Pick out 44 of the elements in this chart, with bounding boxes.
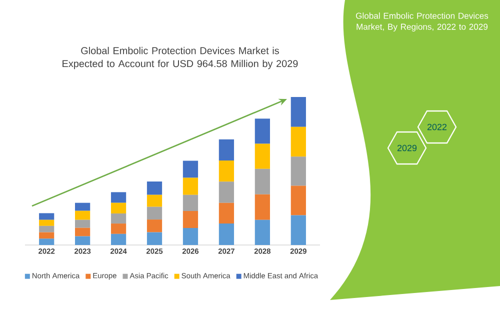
bar: [182, 194, 198, 211]
bar: [146, 182, 162, 195]
bar: [110, 224, 126, 234]
bar: [39, 238, 54, 245]
bar: [290, 186, 306, 216]
bar: [290, 215, 306, 245]
bar: [218, 224, 234, 245]
bar: [39, 213, 54, 220]
bar: [254, 194, 270, 220]
bar: [75, 236, 90, 245]
bar: [75, 220, 90, 228]
bar: [110, 234, 126, 245]
bar: [146, 206, 162, 220]
bar: [39, 220, 54, 226]
bar: [110, 213, 126, 224]
bar: [110, 192, 126, 203]
bar: [146, 194, 162, 207]
bar: [182, 178, 198, 195]
bar: [75, 202, 90, 211]
bar: [182, 160, 198, 178]
bar: [146, 232, 162, 245]
bar: [218, 139, 234, 160]
text: 2022: [427, 124, 447, 130]
bar: [290, 126, 306, 157]
bar: [254, 118, 270, 144]
text: 2029: [397, 144, 417, 152]
bar: [290, 96, 306, 127]
bar: [218, 182, 234, 203]
bar: [146, 220, 162, 232]
bar: [75, 210, 90, 220]
bar: [110, 202, 126, 214]
text: Global Embolic Protection Devices Market, By Regions, 2022 to 2029: [356, 12, 488, 32]
bar: [39, 226, 54, 232]
bar: [254, 220, 270, 245]
bar: [39, 232, 54, 239]
bar: [218, 160, 234, 182]
bar: [254, 144, 270, 169]
bar: [75, 228, 90, 236]
bar: [182, 210, 198, 228]
bar: [182, 228, 198, 245]
bar: [254, 168, 270, 194]
chart-title: Global Embolic Protection Devices Market is Expected to Account for USD 964.58 Million by 2029: [62, 46, 298, 70]
bar: [218, 202, 234, 224]
bar: [290, 156, 306, 186]
